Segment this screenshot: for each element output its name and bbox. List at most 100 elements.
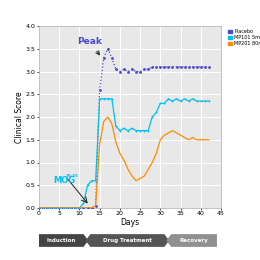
Text: Drug Treatment: Drug Treatment (103, 238, 152, 243)
Placebo (74, 206, 77, 210)
MP201 80mpk (187, 138, 190, 141)
MP201 80mpk (131, 175, 134, 178)
MP201 80mpk (70, 206, 73, 210)
MP201 80mpk (175, 131, 178, 134)
MP101 5mpk (110, 97, 113, 100)
Text: Peak: Peak (77, 37, 102, 55)
Placebo (122, 68, 126, 71)
Placebo (195, 66, 198, 69)
MP201 80mpk (90, 206, 93, 210)
Placebo (86, 206, 89, 210)
Placebo (203, 66, 206, 69)
MP101 5mpk (139, 129, 142, 132)
Placebo (37, 206, 41, 210)
MP101 5mpk (159, 102, 162, 105)
MP201 80mpk (46, 206, 49, 210)
MP201 80mpk (167, 131, 170, 134)
Polygon shape (39, 234, 88, 247)
Y-axis label: Clinical Score: Clinical Score (15, 91, 24, 143)
Placebo (42, 206, 45, 210)
MP101 5mpk (54, 206, 57, 210)
Placebo (139, 70, 142, 73)
Text: Recovery: Recovery (180, 238, 209, 243)
MP101 5mpk (70, 206, 73, 210)
MP101 5mpk (175, 97, 178, 100)
Placebo (118, 70, 121, 73)
Text: MOG: MOG (53, 176, 75, 185)
MP201 80mpk (74, 206, 77, 210)
MP101 5mpk (131, 127, 134, 130)
MP101 5mpk (78, 206, 81, 210)
Text: 35-55: 35-55 (66, 174, 79, 178)
MP101 5mpk (191, 97, 194, 100)
MP201 80mpk (78, 206, 81, 210)
MP101 5mpk (74, 206, 77, 210)
Placebo (58, 206, 61, 210)
MP101 5mpk (183, 97, 186, 100)
MP201 80mpk (159, 138, 162, 141)
Placebo (50, 206, 53, 210)
Placebo (199, 66, 202, 69)
MP201 80mpk (102, 120, 105, 123)
MP201 80mpk (98, 143, 101, 146)
Text: Induction: Induction (47, 238, 76, 243)
Placebo (159, 66, 162, 69)
Placebo (151, 66, 154, 69)
MP101 5mpk (155, 111, 158, 114)
MP201 80mpk (37, 206, 41, 210)
Line: MP101 5mpk: MP101 5mpk (38, 98, 210, 209)
MP201 80mpk (195, 138, 198, 141)
Placebo (78, 206, 81, 210)
MP201 80mpk (147, 168, 150, 171)
MP101 5mpk (90, 179, 93, 182)
MP201 80mpk (58, 206, 61, 210)
Placebo (62, 206, 65, 210)
Placebo (70, 206, 73, 210)
MP101 5mpk (50, 206, 53, 210)
Placebo (94, 204, 97, 207)
Polygon shape (86, 234, 169, 247)
Placebo (207, 66, 210, 69)
MP101 5mpk (94, 179, 97, 182)
Placebo (102, 56, 105, 60)
MP101 5mpk (86, 184, 89, 187)
MP101 5mpk (106, 97, 109, 100)
MP101 5mpk (114, 125, 118, 128)
Placebo (106, 47, 109, 50)
MP101 5mpk (66, 206, 69, 210)
MP201 80mpk (139, 177, 142, 180)
MP201 80mpk (82, 206, 85, 210)
Placebo (183, 66, 186, 69)
MP101 5mpk (82, 202, 85, 205)
Placebo (155, 66, 158, 69)
MP101 5mpk (163, 102, 166, 105)
MP101 5mpk (46, 206, 49, 210)
Placebo (114, 68, 118, 71)
Placebo (179, 66, 182, 69)
MP101 5mpk (199, 100, 202, 103)
MP101 5mpk (151, 115, 154, 119)
MP201 80mpk (203, 138, 206, 141)
Placebo (142, 68, 146, 71)
MP101 5mpk (42, 206, 45, 210)
Line: MP201 80mpk: MP201 80mpk (39, 117, 209, 208)
Placebo (134, 70, 138, 73)
MP201 80mpk (207, 138, 210, 141)
Placebo (66, 206, 69, 210)
MP201 80mpk (134, 179, 138, 182)
MP201 80mpk (191, 136, 194, 139)
Placebo (46, 206, 49, 210)
Placebo (191, 66, 194, 69)
MP201 80mpk (179, 134, 182, 137)
Placebo (163, 66, 166, 69)
MP201 80mpk (54, 206, 57, 210)
MP201 80mpk (62, 206, 65, 210)
MP101 5mpk (122, 127, 126, 130)
MP201 80mpk (142, 175, 146, 178)
Placebo (82, 206, 85, 210)
MP101 5mpk (98, 97, 101, 100)
X-axis label: Days: Days (120, 218, 140, 227)
MP201 80mpk (42, 206, 45, 210)
MP101 5mpk (203, 100, 206, 103)
MP201 80mpk (126, 168, 129, 171)
